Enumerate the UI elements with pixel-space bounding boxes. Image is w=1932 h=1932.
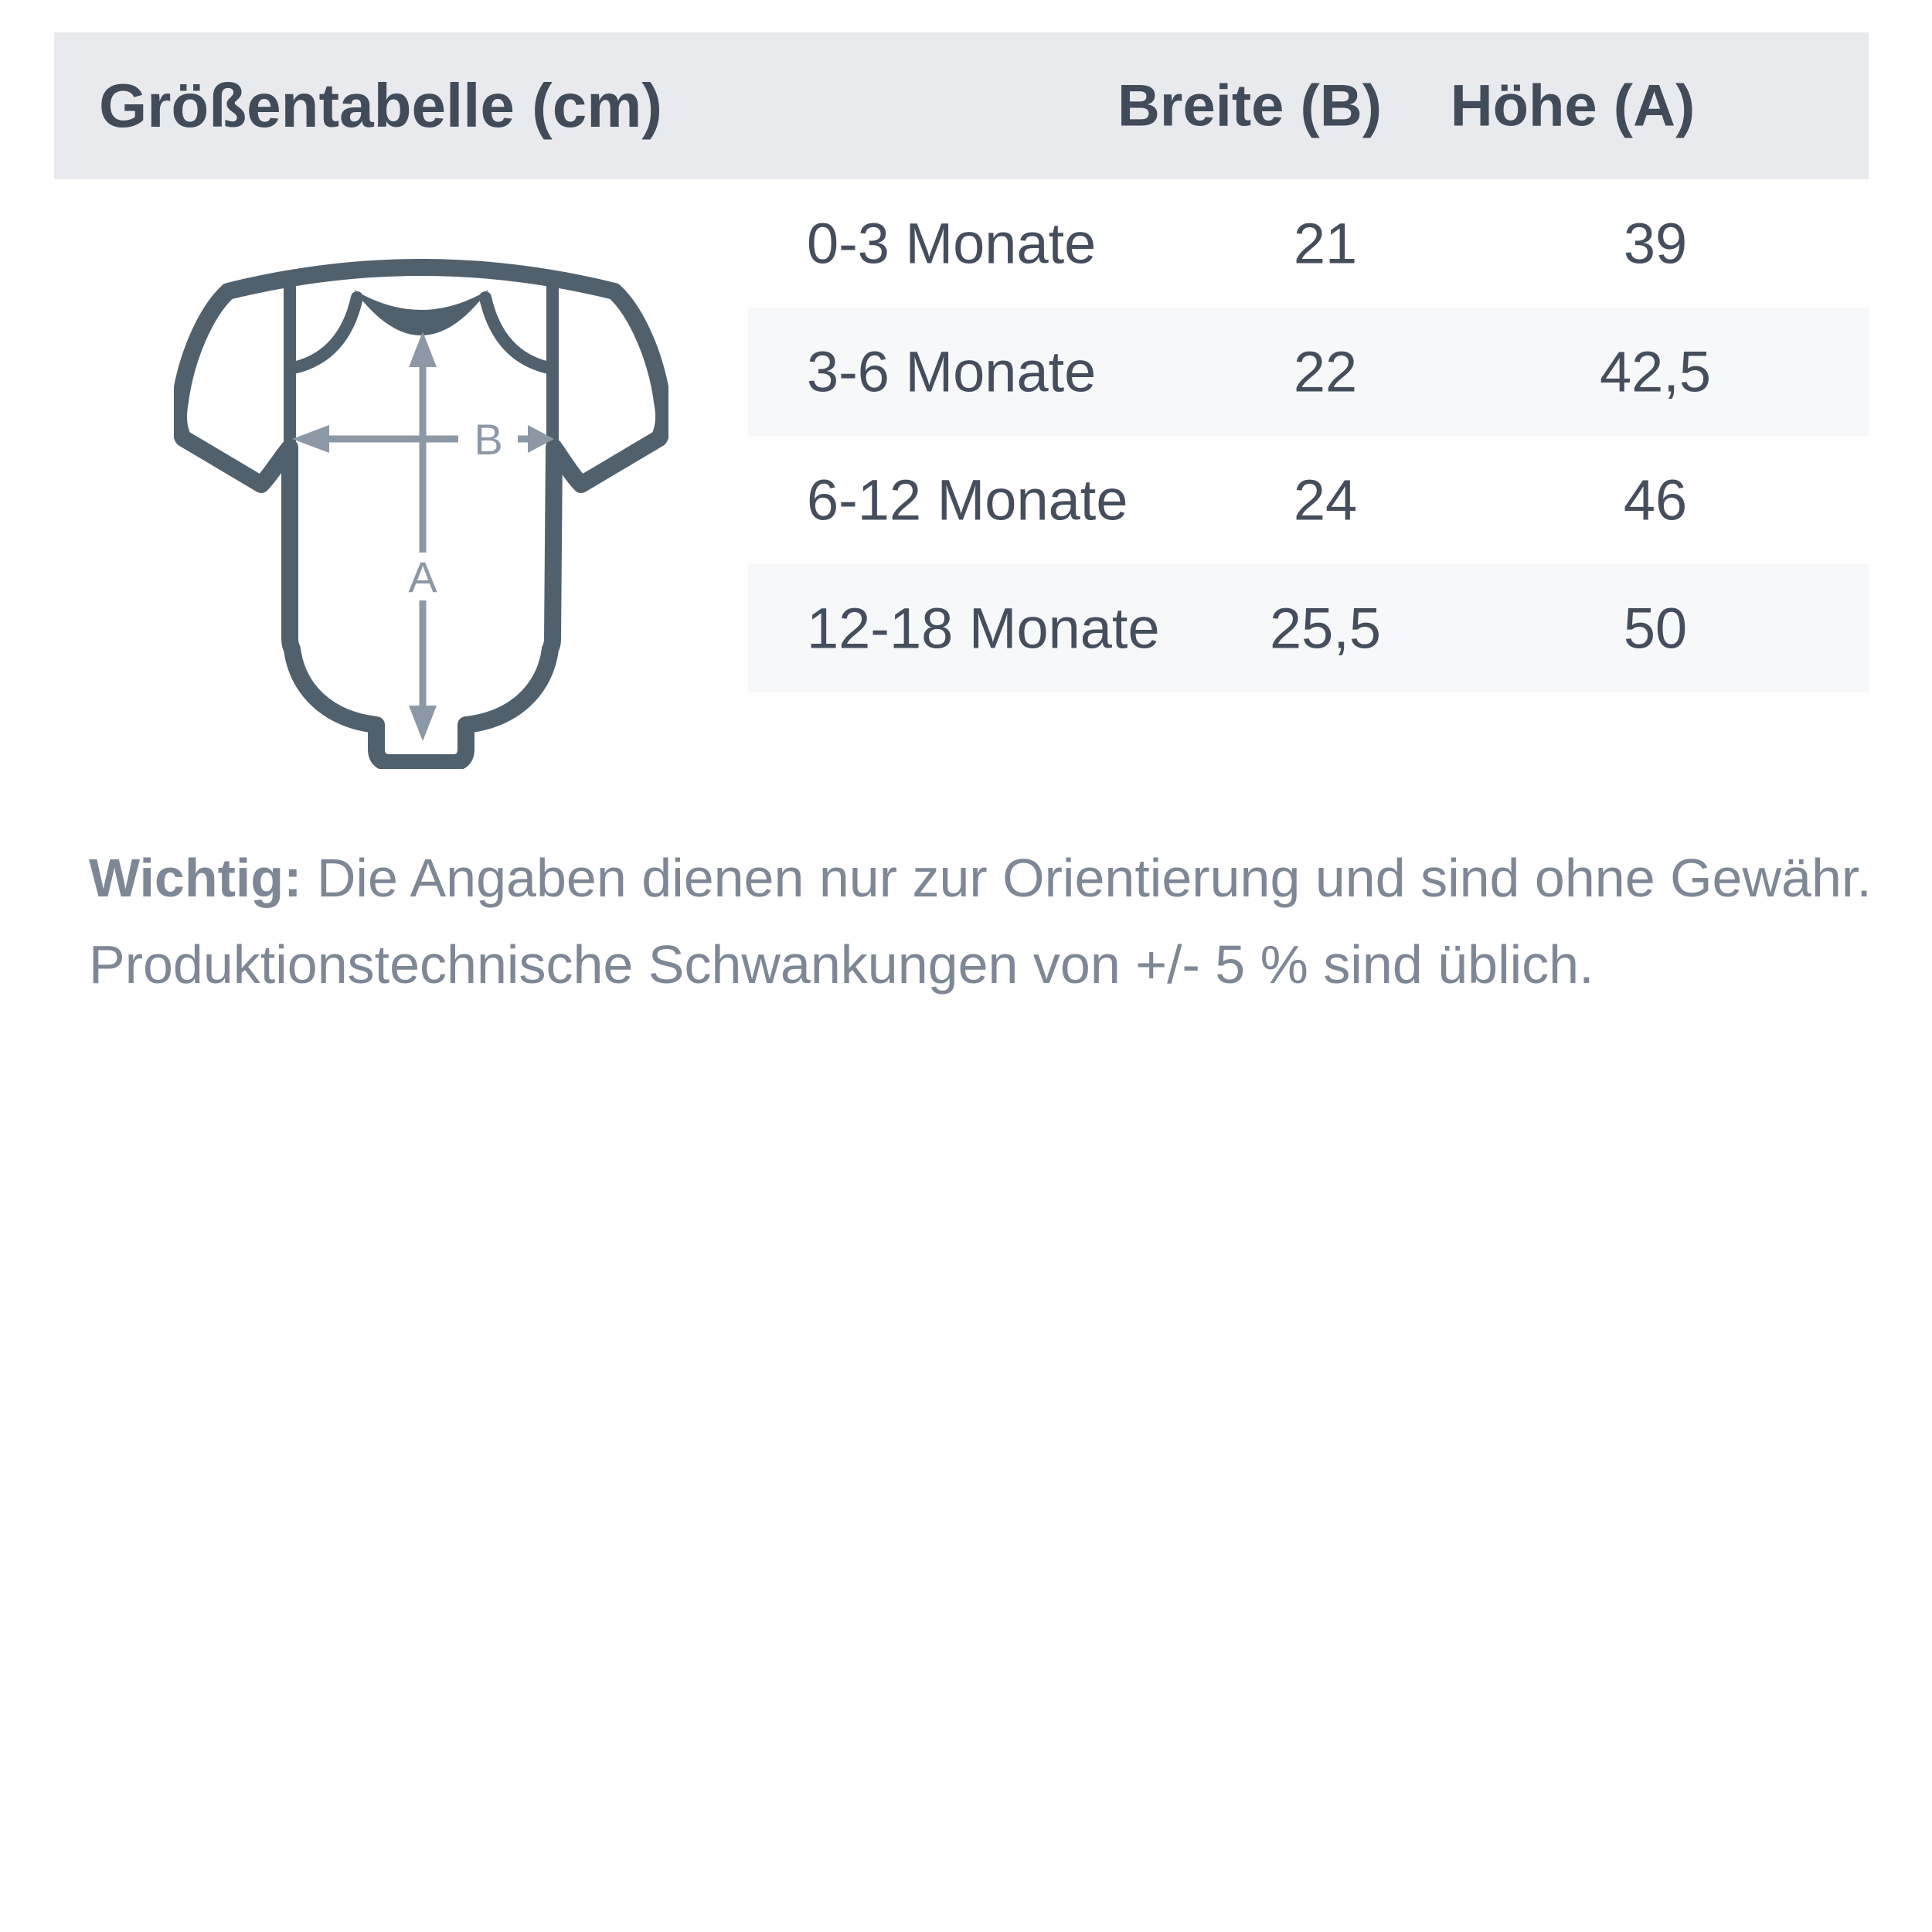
size-label: 3-6 Monate	[807, 339, 1097, 404]
column-header-hoehe: Höhe (A)	[1450, 73, 1696, 139]
size-label: 0-3 Monate	[807, 211, 1097, 276]
size-label: 12-18 Monate	[807, 596, 1160, 661]
breite-value: 22	[1293, 339, 1358, 404]
table-row: 6-12 Monate 24 46	[748, 436, 1869, 564]
table-header-band: Größentabelle (cm) Breite (B) Höhe (A)	[54, 32, 1869, 179]
bodysuit-seams	[284, 277, 559, 457]
hoehe-value: 42,5	[1599, 339, 1712, 404]
hoehe-value: 46	[1623, 468, 1688, 532]
bodysuit-measurement-diagram: B A	[174, 259, 668, 769]
disclaimer-bold-prefix: Wichtig:	[89, 848, 302, 908]
height-arrowhead-up	[409, 332, 437, 367]
measure-arrows	[328, 364, 529, 710]
height-label: A	[408, 553, 437, 601]
width-arrowhead-right	[528, 425, 554, 453]
collar	[354, 290, 488, 335]
size-label: 6-12 Monate	[807, 468, 1128, 532]
disclaimer-line-2: Produktionstechnische Schwankungen von +…	[89, 934, 1594, 995]
width-label: B	[474, 415, 502, 464]
column-header-breite: Breite (B)	[1117, 73, 1383, 139]
page-title: Größentabelle (cm)	[99, 71, 663, 140]
hoehe-value: 39	[1623, 211, 1688, 276]
hoehe-value: 50	[1623, 596, 1688, 661]
table-row: 0-3 Monate 21 39	[748, 179, 1869, 308]
measure-arrowheads	[292, 332, 554, 741]
height-arrowhead-down	[409, 706, 437, 741]
size-table-body: 0-3 Monate 21 39 3-6 Monate 22 42,5 6-12…	[748, 179, 1869, 692]
baby-bodysuit-icon: B A	[174, 259, 668, 769]
table-row: 12-18 Monate 25,5 50	[748, 564, 1869, 692]
breite-value: 24	[1293, 468, 1358, 532]
breite-value: 21	[1293, 211, 1358, 276]
disclaimer-text-1: Die Angaben dienen nur zur Orientierung …	[301, 848, 1872, 908]
table-row: 3-6 Monate 22 42,5	[748, 308, 1869, 436]
breite-value: 25,5	[1269, 596, 1382, 661]
width-arrowhead-left	[292, 425, 329, 453]
disclaimer-line-1: Wichtig: Die Angaben dienen nur zur Orie…	[89, 835, 1882, 921]
disclaimer-note: Wichtig: Die Angaben dienen nur zur Orie…	[89, 835, 1882, 1008]
